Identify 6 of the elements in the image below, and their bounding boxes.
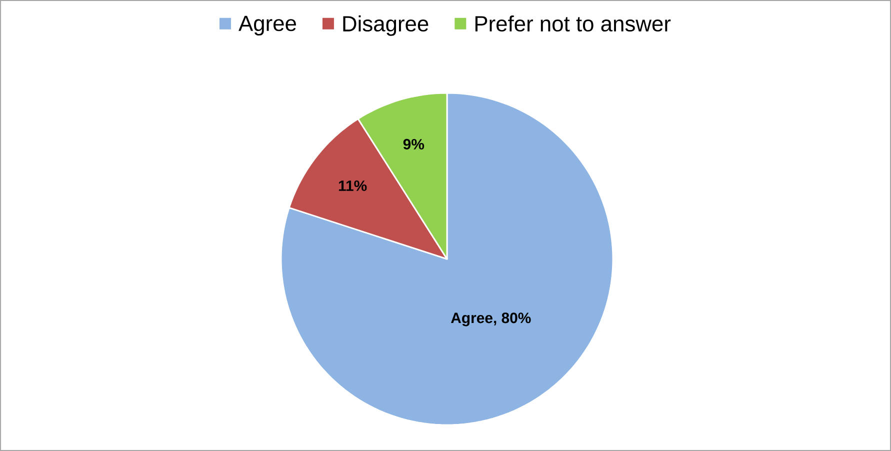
legend-label: Disagree (343, 15, 428, 36)
data-label: 9% (403, 138, 424, 150)
data-label: Agree, 80% (451, 312, 531, 326)
data-label: 11% (338, 180, 367, 191)
legend-label: Agree (238, 16, 296, 36)
legend-label: Prefer not to answer (475, 15, 671, 32)
